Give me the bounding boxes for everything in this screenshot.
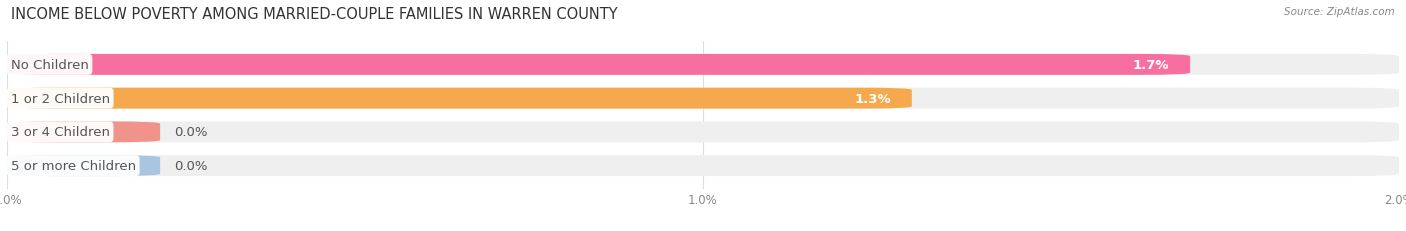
FancyBboxPatch shape <box>7 55 1191 76</box>
Text: 1.7%: 1.7% <box>1133 59 1170 72</box>
FancyBboxPatch shape <box>7 122 1399 143</box>
FancyBboxPatch shape <box>7 155 160 176</box>
FancyBboxPatch shape <box>7 88 912 109</box>
Text: 3 or 4 Children: 3 or 4 Children <box>10 126 110 139</box>
FancyBboxPatch shape <box>7 55 1399 76</box>
Text: 5 or more Children: 5 or more Children <box>10 159 135 172</box>
Text: INCOME BELOW POVERTY AMONG MARRIED-COUPLE FAMILIES IN WARREN COUNTY: INCOME BELOW POVERTY AMONG MARRIED-COUPL… <box>11 7 617 22</box>
Text: 0.0%: 0.0% <box>174 126 208 139</box>
Text: 0.0%: 0.0% <box>174 159 208 172</box>
FancyBboxPatch shape <box>7 122 160 143</box>
Text: Source: ZipAtlas.com: Source: ZipAtlas.com <box>1284 7 1395 17</box>
FancyBboxPatch shape <box>7 155 1399 176</box>
Text: 1 or 2 Children: 1 or 2 Children <box>10 92 110 105</box>
Text: 1.3%: 1.3% <box>855 92 891 105</box>
Text: No Children: No Children <box>10 59 89 72</box>
FancyBboxPatch shape <box>7 88 1399 109</box>
